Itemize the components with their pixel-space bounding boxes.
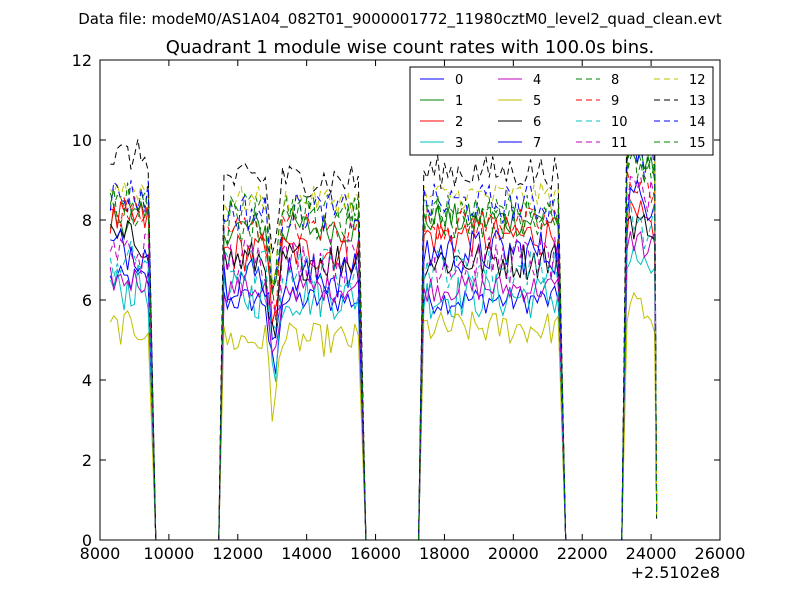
series-line-4 — [109, 230, 658, 541]
x-tick-label: 22000 — [557, 544, 608, 563]
x-tick-label: 20000 — [488, 544, 539, 563]
legend-label-0: 0 — [455, 73, 463, 88]
y-tick-label: 6 — [82, 291, 92, 310]
series-line-7 — [110, 178, 658, 541]
y-tick-label: 4 — [82, 371, 92, 390]
series-line-15 — [109, 132, 658, 541]
legend-box — [409, 66, 714, 156]
x-tick-label: 26000 — [695, 544, 746, 563]
series-line-5 — [109, 291, 658, 541]
x-tick-label: 16000 — [350, 544, 401, 563]
legend-label-10: 10 — [611, 115, 628, 130]
series-line-8 — [109, 147, 658, 541]
series-line-12 — [109, 125, 658, 541]
series-line-2 — [109, 198, 658, 541]
chart-suptitle: Data file: modeM0/AS1A04_082T01_90000017… — [78, 10, 722, 29]
y-tick-label: 10 — [72, 131, 92, 150]
legend-label-15: 15 — [689, 136, 706, 151]
y-tick-label: 2 — [82, 451, 92, 470]
y-tick-label: 12 — [72, 51, 92, 70]
x-tick-label: 12000 — [212, 544, 263, 563]
series-layer — [109, 106, 658, 541]
series-line-14 — [109, 134, 658, 541]
legend-label-13: 13 — [689, 94, 706, 109]
x-tick-label: 10000 — [143, 544, 194, 563]
chart-title: Quadrant 1 module wise count rates with … — [166, 37, 655, 58]
series-line-11 — [109, 175, 658, 541]
legend-label-11: 11 — [611, 136, 628, 151]
x-offset-label: +2.5102e8 — [631, 563, 720, 582]
legend-label-14: 14 — [689, 115, 706, 130]
legend-label-6: 6 — [533, 115, 541, 130]
series-line-3 — [109, 245, 658, 541]
legend-label-3: 3 — [455, 136, 463, 151]
legend-label-8: 8 — [611, 73, 619, 88]
legend-label-1: 1 — [455, 94, 463, 109]
y-tick-label: 8 — [82, 211, 92, 230]
series-line-13 — [110, 106, 658, 541]
x-tick-label: 18000 — [419, 544, 470, 563]
series-line-0 — [109, 127, 658, 541]
series-line-10 — [109, 200, 658, 541]
legend-label-9: 9 — [611, 94, 619, 109]
legend-label-5: 5 — [533, 94, 541, 109]
series-line-6 — [109, 213, 658, 541]
y-tick-label: 0 — [82, 531, 92, 550]
legend-label-4: 4 — [533, 73, 541, 88]
series-line-9 — [110, 170, 658, 541]
legend-label-2: 2 — [455, 115, 463, 130]
legend-label-12: 12 — [689, 73, 706, 88]
series-line-1 — [109, 144, 658, 541]
legend-label-7: 7 — [533, 136, 541, 151]
x-tick-label: 8000 — [80, 544, 121, 563]
x-tick-label: 14000 — [281, 544, 332, 563]
x-tick-label: 24000 — [626, 544, 677, 563]
ticks-layer: 8000 10000 12000 14000 16000 18000 20000 22000 2… — [72, 51, 746, 563]
